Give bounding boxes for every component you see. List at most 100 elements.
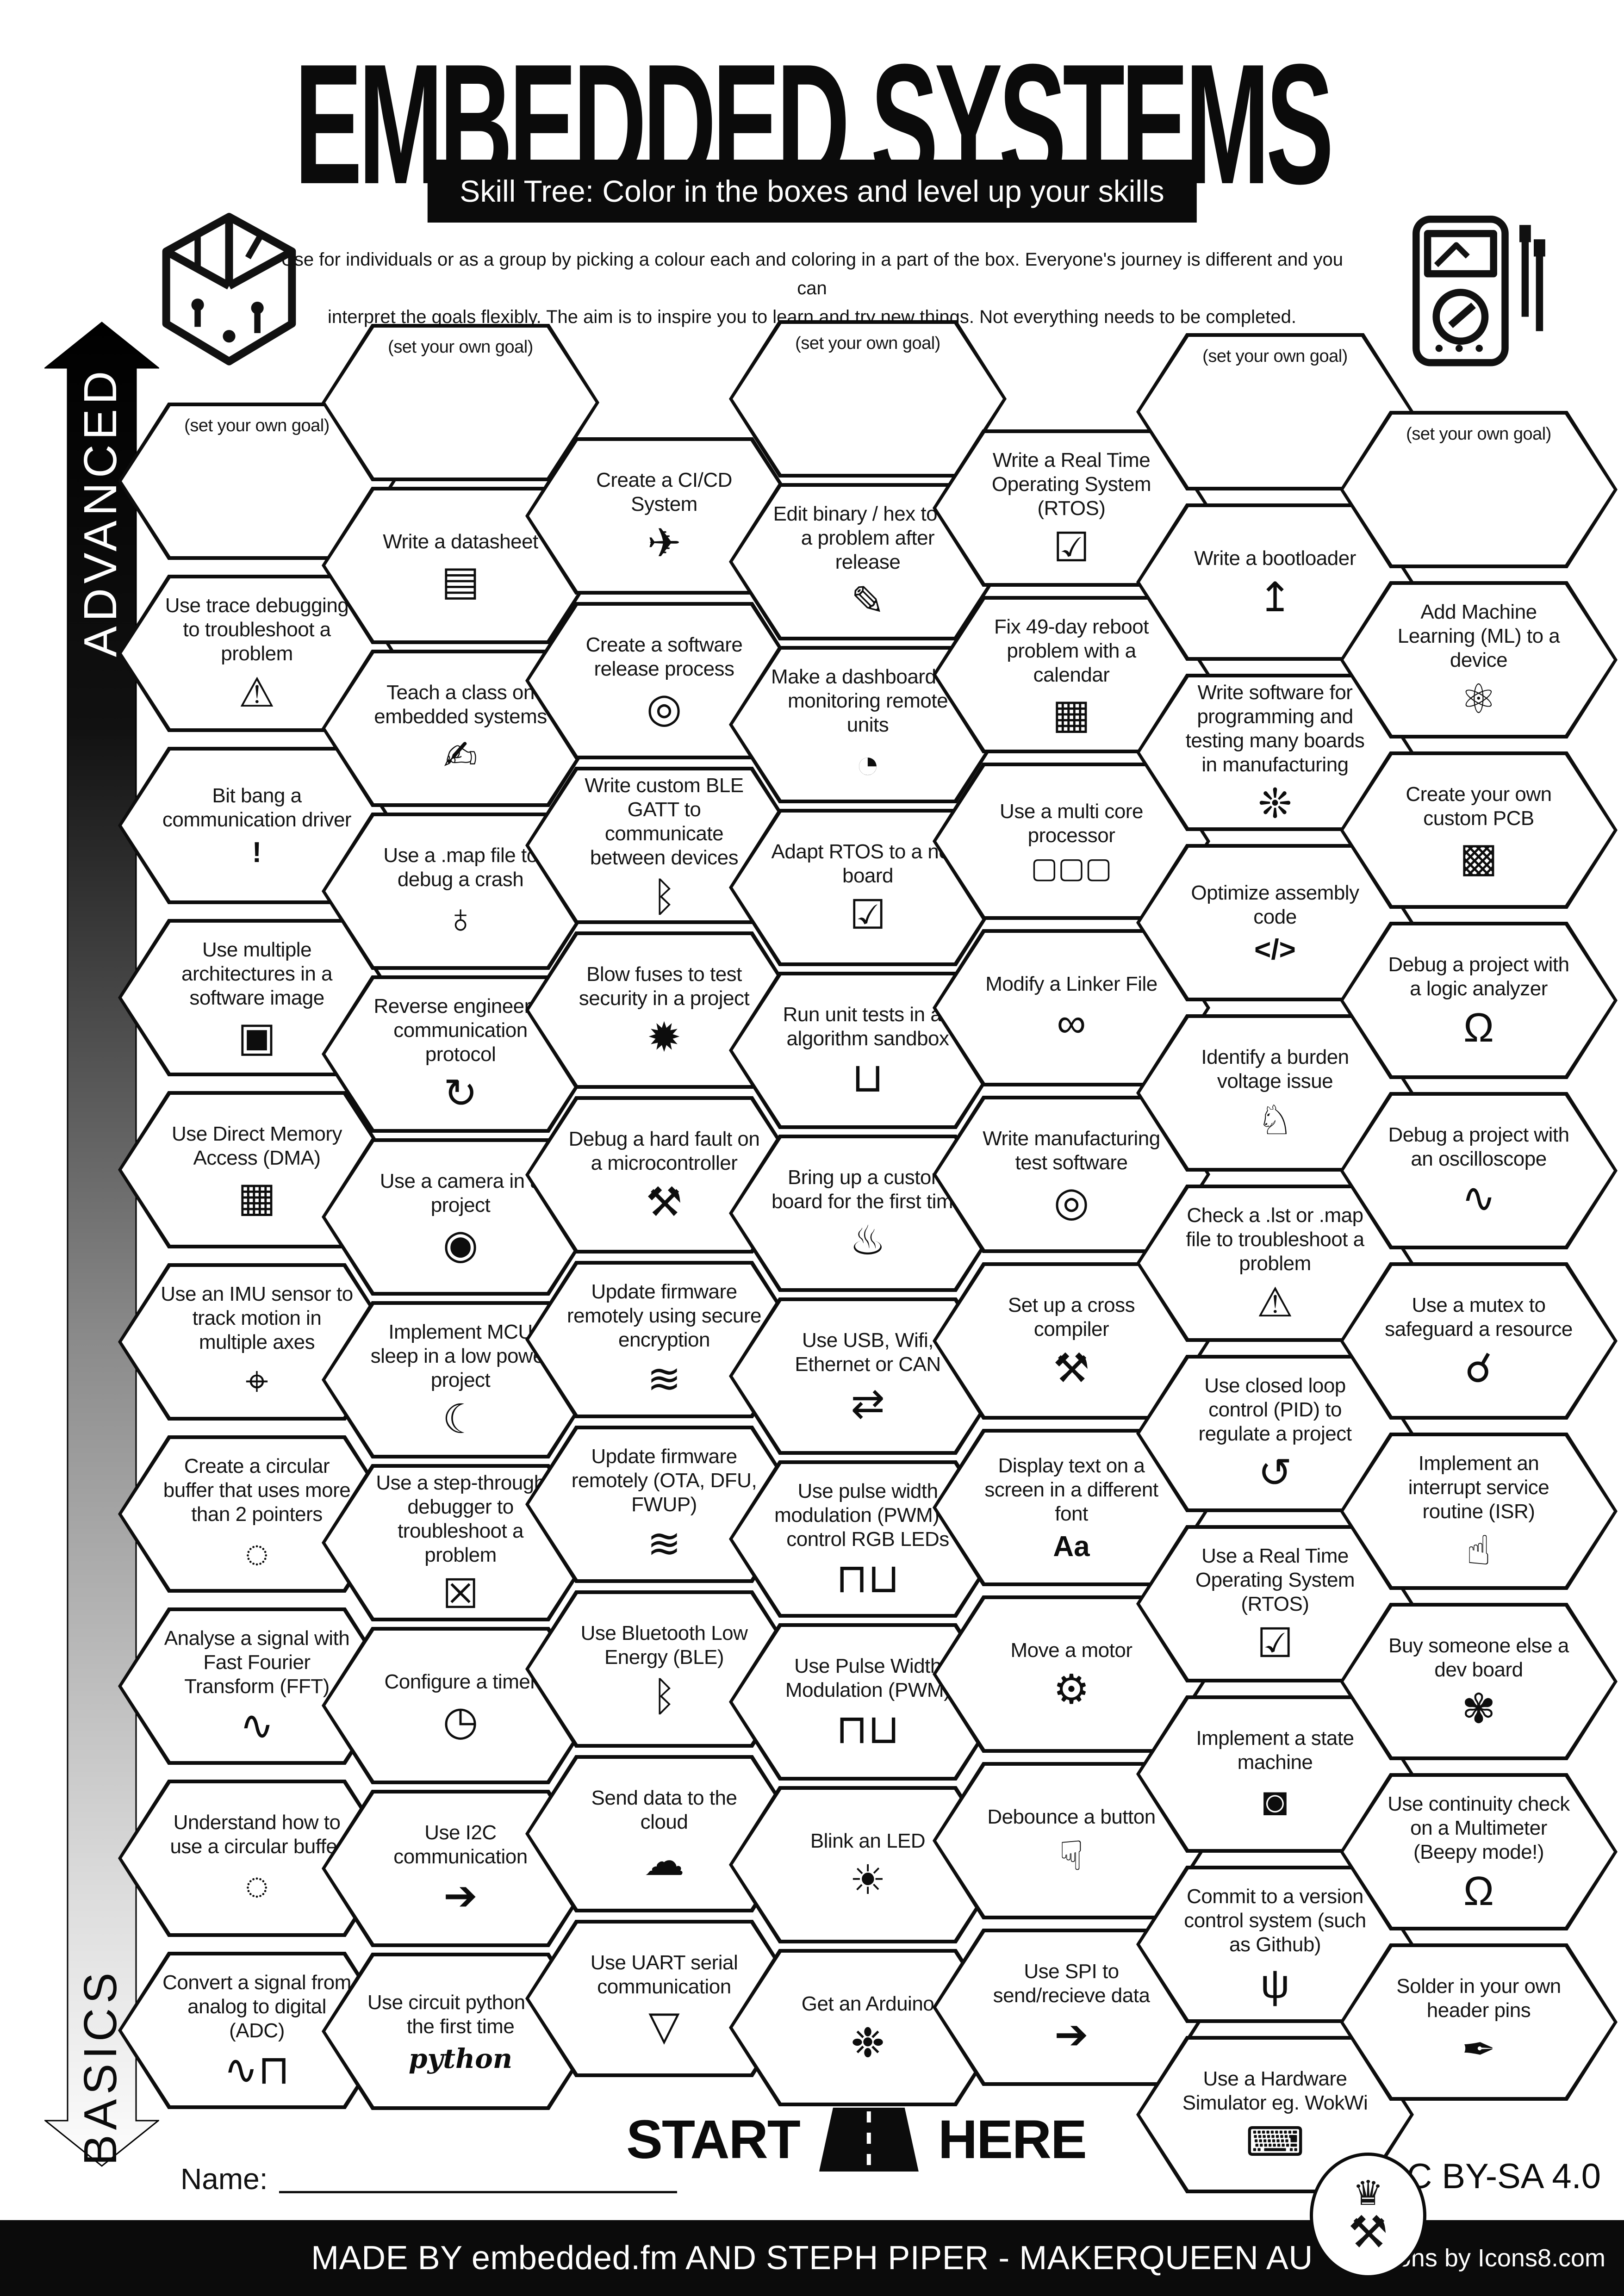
hex-inner: Debug a project with a logic analyzer Ω xyxy=(1344,925,1614,1075)
hex-write-custom-ble-gatt-to-communicate-between-dev[interactable]: Write custom BLE GATT to communicate bet… xyxy=(525,767,803,924)
hex-label: Debug a project with an oscilloscope xyxy=(1388,1123,1569,1170)
hex-inner: Debug a project with an oscilloscope ∿ xyxy=(1344,1096,1614,1246)
hex-inner: Create your own custom PCB ▩ xyxy=(1344,755,1614,905)
hex-label: Move a motor xyxy=(1010,1639,1132,1662)
hex-label: Edit binary / hex to fix a problem after… xyxy=(773,503,963,573)
hex-label: Implement MCU sleep in a low power proje… xyxy=(370,1321,551,1391)
hex-set-your-own-goal-col-4-r0[interactable]: (set your own goal) xyxy=(729,320,1007,478)
hex-label: Analyse a signal with Fast Fourier Trans… xyxy=(164,1627,350,1698)
disc-box-icon: ◎ xyxy=(1053,1178,1089,1224)
screwdriver-wrench-icon: ⚒ xyxy=(646,1179,683,1225)
circular-buffer-icon: ◌ xyxy=(244,1862,269,1908)
hex-label: (set your own goal) xyxy=(795,334,940,353)
hex-label: Reverse engineer a communication protoco… xyxy=(373,995,548,1066)
makerqueen-logo: ♛ ⚒ xyxy=(1310,2153,1426,2278)
hex-use-continuity-check-on-a-multimeter-beepy-mode[interactable]: Use continuity check on a Multimeter (Be… xyxy=(1340,1773,1618,1930)
multimeter-icon: Ω xyxy=(1463,1004,1494,1050)
hex-create-your-own-custom-pcb[interactable]: Create your own custom PCB ▩ xyxy=(1340,751,1618,909)
here-label: HERE xyxy=(938,2109,1087,2170)
hex-use-trace-debugging-to-troubleshoot-a-problem[interactable]: Use trace debugging to troubleshoot a pr… xyxy=(118,575,396,732)
hex-blow-fuses-to-test-security-in-a-project[interactable]: Blow fuses to test security in a project… xyxy=(525,931,803,1089)
hex-label: Set up a cross compiler xyxy=(1008,1294,1135,1340)
hex-label: Use closed loop control (PID) to regulat… xyxy=(1198,1374,1352,1445)
hex-label: Get an Arduino xyxy=(801,1992,934,2016)
hex-label: Implement an interrupt service routine (… xyxy=(1408,1452,1549,1523)
hex-set-your-own-goal-col-2-r0[interactable]: (set your own goal) xyxy=(322,324,599,481)
hex-debug-a-project-with-a-logic-analyzer[interactable]: Debug a project with a logic analyzer Ω xyxy=(1340,922,1618,1079)
camera-icon: ◉ xyxy=(442,1221,479,1267)
hex-bit-bang-a-communication-driver[interactable]: Bit bang a communication driver! xyxy=(118,747,396,904)
hex-inner: Use continuity check on a Multimeter (Be… xyxy=(1344,1777,1614,1927)
road-icon xyxy=(819,2108,919,2172)
hex-inner: Use a mutex to safeguard a resource ☌ xyxy=(1344,1266,1614,1416)
hex-debug-a-project-with-an-oscilloscope[interactable]: Debug a project with an oscilloscope ∿ xyxy=(1340,1092,1618,1249)
hex-label: Blow fuses to test security in a project xyxy=(579,963,750,1010)
axes-cube-icon: ⌖ xyxy=(245,1358,268,1404)
forklift-icon: ↥ xyxy=(1258,574,1292,620)
hex-inner: Solder in your own header pins ✒ xyxy=(1344,1947,1614,2097)
finger-press-icon: ☟ xyxy=(1059,1832,1084,1879)
difficulty-arrow xyxy=(43,322,161,2170)
stopwatch-icon: ◷ xyxy=(442,1697,479,1744)
hex-label: Configure a timer xyxy=(384,1670,537,1694)
hex-set-up-a-cross-compiler[interactable]: Set up a cross compiler ⚒ xyxy=(933,1262,1210,1420)
hex-inner: Commit to a version control system (such… xyxy=(1140,1869,1410,2019)
hex-label: Run unit tests in an algorithm sandbox xyxy=(783,1003,953,1050)
hex-set-your-own-goal-col-7-r0[interactable]: (set your own goal) xyxy=(1340,411,1618,568)
hex-label: Use UART serial communication xyxy=(590,1951,738,1998)
hex-use-multiple-architectures-in-a-software-image[interactable]: Use multiple architectures in a software… xyxy=(118,919,396,1076)
hex-move-a-motor[interactable]: Move a motor ⚙ xyxy=(933,1595,1210,1753)
hex-create-a-software-release-process[interactable]: Create a software release process ◎ xyxy=(525,602,803,759)
cloud-icon: ☁ xyxy=(644,1837,684,1884)
hex-identify-a-burden-voltage-issue[interactable]: Identify a burden voltage issue ♘ xyxy=(1136,1014,1414,1172)
calendar-icon: ▦ xyxy=(1052,690,1091,737)
hex-label: Use continuity check on a Multimeter (Be… xyxy=(1388,1793,1570,1863)
explosion-icon: ✹ xyxy=(647,1014,681,1060)
hex-solder-in-your-own-header-pins[interactable]: Solder in your own header pins ✒ xyxy=(1340,1943,1618,2101)
pwm-wave-icon: ⊓⊔ xyxy=(836,1706,900,1752)
hex-label: Create a circular buffer that uses more … xyxy=(163,1455,351,1526)
hex-buy-someone-else-a-dev-board[interactable]: Buy someone else a dev board ✾ xyxy=(1340,1603,1618,1760)
hex-label: Adapt RTOS to a new board xyxy=(771,840,964,887)
hex-label: Bring up a custom board for the first ti… xyxy=(772,1166,964,1213)
chain-link-icon: ∞ xyxy=(1057,999,1086,1046)
hex-label: Use an IMU sensor to track motion in mul… xyxy=(161,1283,353,1353)
hex-label: Write a datasheet xyxy=(383,530,538,553)
signal-magnifier-icon: ∿ xyxy=(240,1702,274,1748)
hex-label: Convert a signal from analog to digital … xyxy=(162,1971,351,2042)
hex-label: Understand how to use a circular buffer xyxy=(170,1811,344,1858)
hex-add-machine-learning-ml-to-a-device[interactable]: Add Machine Learning (ML) to a device ⚛ xyxy=(1340,581,1618,738)
hex-use-a-mutex-to-safeguard-a-resource[interactable]: Use a mutex to safeguard a resource ☌ xyxy=(1340,1262,1618,1420)
hex-label: Make a dashboard for monitoring remote u… xyxy=(771,665,965,736)
hex-label: Write a Real Time Operating System (RTOS… xyxy=(991,449,1151,520)
hex-label: Commit to a version control system (such… xyxy=(1184,1885,1366,1956)
hex-label: Implement a state machine xyxy=(1196,1727,1354,1774)
gift-bow-icon: ✾ xyxy=(1462,1685,1496,1731)
exclamation-icon: ! xyxy=(252,836,262,869)
hex-label: Use a Hardware Simulator eg. WokWi xyxy=(1182,2067,1368,2114)
hex-label: Create a software release process xyxy=(585,633,743,680)
hex-label: Use Pulse Width Modulation (PWM) xyxy=(785,1655,951,1701)
name-input-line[interactable] xyxy=(279,2191,677,2193)
hex-debounce-a-button[interactable]: Debounce a button ☟ xyxy=(933,1762,1210,1919)
hex-inner: Create a software release process ◎ xyxy=(529,606,799,756)
hex-label: Use USB, Wifi, Ethernet or CAN xyxy=(795,1329,941,1376)
gauge-icon: ◔ xyxy=(855,740,880,787)
hex-label: Use a step-through debugger to troublesh… xyxy=(376,1471,545,1566)
rocket-box-icon: ✈ xyxy=(647,520,681,566)
pcb-icon: ▩ xyxy=(1459,834,1498,880)
footer-credit: MADE BY embedded.fm AND STEPH PIPER - MA… xyxy=(311,2240,1313,2277)
bluetooth-icon: ᛒ xyxy=(652,1673,677,1719)
hex-implement-mcu-sleep-in-a-low-power-project[interactable]: Implement MCU sleep in a low power proje… xyxy=(322,1301,599,1458)
monitor-alert-icon: ⚠ xyxy=(1257,1279,1294,1325)
start-here: START HERE xyxy=(626,2108,1087,2172)
party-popper-icon: ❉ xyxy=(851,2019,885,2066)
hex-implement-an-interrupt-service-routine-isr[interactable]: Implement an interrupt service routine (… xyxy=(1340,1433,1618,1590)
font-sample-icon: Aa xyxy=(1053,1530,1090,1563)
laptop-simulator-icon: ⌨ xyxy=(1245,2118,1305,2165)
raised-hand-icon: ☝ xyxy=(1466,1527,1491,1573)
hex-label: Use a mutex to safeguard a resource xyxy=(1385,1294,1573,1340)
teacher-whiteboard-icon: ✍ xyxy=(443,732,478,778)
globe-icon: ♁ xyxy=(445,895,476,941)
name-block: Name: xyxy=(180,2162,677,2196)
